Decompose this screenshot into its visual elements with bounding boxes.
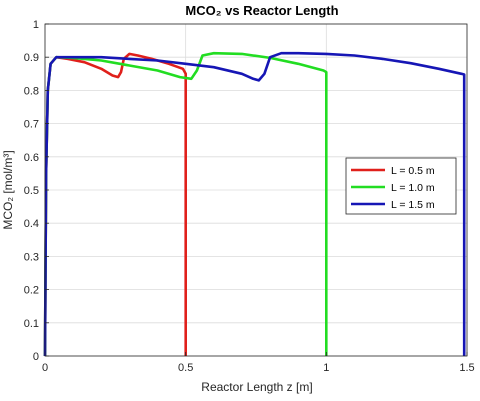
y-axis-label: MCO₂ [mol/m³] (1, 150, 15, 229)
plot-lines (43, 51, 466, 357)
x-axis-label: Reactor Length z [m] (201, 380, 312, 394)
legend-label-3: L = 1.5 m (391, 199, 435, 211)
y-tick-label: 0 (33, 351, 39, 363)
y-tick-label: 0.4 (24, 218, 39, 230)
y-tick-label: 0.8 (24, 85, 39, 97)
y-tick-label: 0.7 (24, 119, 39, 131)
y-tick-label: 0.2 (24, 285, 39, 297)
y-tick-label: 0.3 (24, 251, 39, 263)
x-tick-label: 0 (42, 362, 48, 374)
y-tick-label: 0.9 (24, 52, 39, 64)
x-tick-label: 1.5 (459, 362, 474, 374)
x-tick-label: 1 (323, 362, 329, 374)
legend-label-1: L = 0.5 m (391, 165, 435, 177)
series-line-3 (43, 51, 466, 357)
y-tick-label: 0.5 (24, 185, 39, 197)
x-tick-label: 0.5 (178, 362, 193, 374)
y-axis-ticks: 0 0.1 0.2 0.3 0.4 0.5 0.6 0.7 0.8 0.9 1 (24, 19, 49, 363)
y-tick-label: 0.6 (24, 152, 39, 164)
chart-title: MCO₂ vs Reactor Length (185, 3, 338, 18)
y-tick-label: 0.1 (24, 318, 39, 330)
legend: L = 0.5 m L = 1.0 m L = 1.5 m (345, 157, 457, 215)
y-tick-label: 1 (33, 19, 39, 31)
legend-label-2: L = 1.0 m (391, 182, 435, 194)
x-axis-ticks: 0 0.5 1 1.5 (42, 352, 475, 374)
